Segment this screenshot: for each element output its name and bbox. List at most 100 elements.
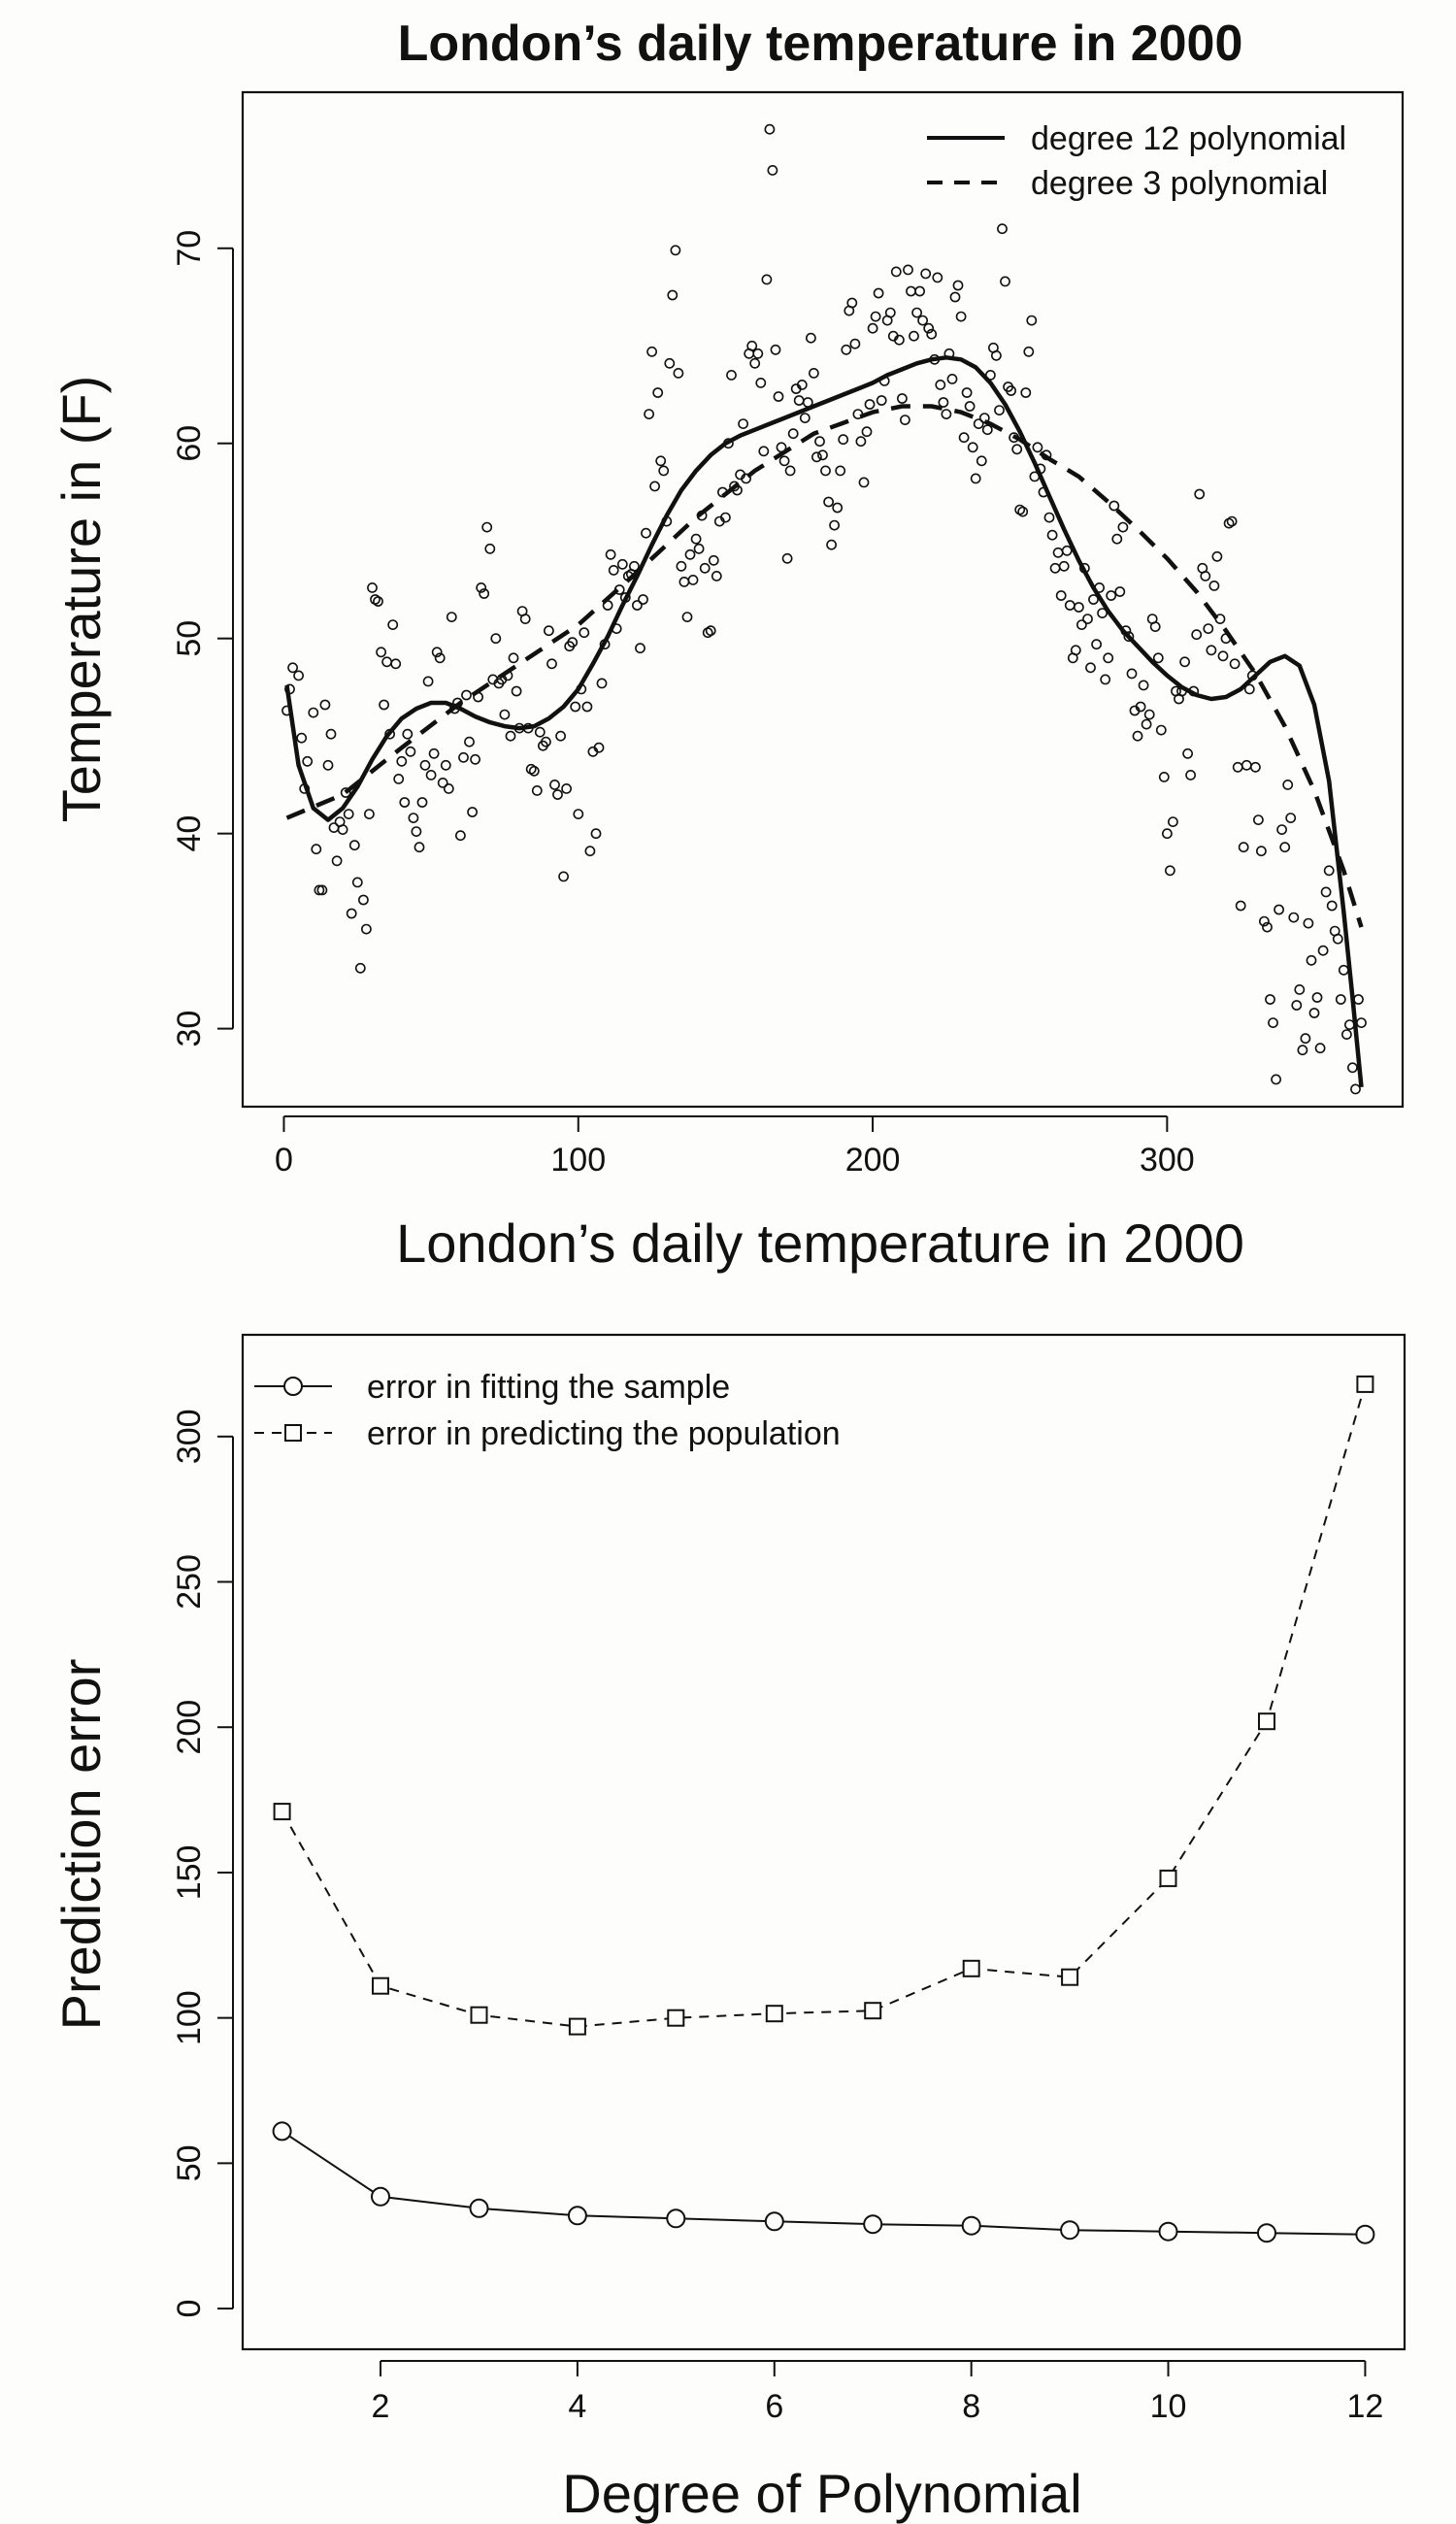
sample-error-point: [764, 2211, 784, 2232]
scatter-point: [425, 770, 437, 780]
legend-marker-square: [284, 1424, 302, 1442]
scatter-point: [316, 884, 328, 896]
scatter-point: [1347, 1062, 1358, 1074]
y-tick-label: 200: [171, 1700, 208, 1755]
scatter-point: [864, 399, 876, 410]
scatter-point: [917, 315, 928, 326]
scatter-point: [1114, 586, 1126, 597]
legend-label-degree-3: degree 3 polynomial: [1031, 165, 1328, 202]
scatter-point: [1000, 276, 1010, 287]
scatter-point: [411, 826, 422, 837]
scatter-point: [1265, 994, 1275, 1005]
chart-2-plot-frame: [241, 1333, 1406, 2351]
scatter-point: [981, 424, 993, 436]
scatter-point: [1229, 658, 1241, 670]
scatter-point: [337, 824, 348, 835]
scatter-point: [1185, 770, 1196, 780]
scatter-point: [360, 923, 372, 935]
scatter-point: [593, 742, 605, 753]
y-tick-label: 40: [171, 815, 208, 852]
scatter-point: [1256, 846, 1267, 857]
scatter-point: [926, 328, 938, 340]
scatter-point: [1297, 1045, 1308, 1056]
scatter-point: [835, 465, 846, 477]
scatter-point: [708, 554, 719, 566]
scatter-point: [1203, 623, 1214, 634]
population-error-point: [864, 2002, 882, 2020]
chart-2: 2 4 6 8 10 12 0 50 100 150 200 250 300 Degree of Pol…: [50, 1333, 1406, 2524]
population-error-point: [667, 2009, 685, 2027]
scatter-point: [793, 395, 805, 406]
scatter-point: [932, 272, 943, 283]
scatter-point: [379, 699, 389, 711]
scatter-point: [431, 647, 443, 658]
scatter-point: [519, 614, 531, 624]
scatter-point: [970, 473, 981, 484]
scatter-point: [946, 373, 958, 384]
population-error-point: [962, 1959, 980, 1977]
scatter-point: [923, 322, 935, 334]
scatter-point: [884, 307, 896, 318]
scatter-point: [809, 367, 819, 379]
scatter-point: [590, 828, 602, 840]
scatter-point: [941, 409, 952, 419]
scatter-point: [890, 266, 902, 278]
scatter-point: [549, 780, 560, 790]
scatter-point: [991, 349, 1002, 361]
x-tick-label: 0: [275, 1142, 293, 1179]
scatter-point: [408, 813, 419, 823]
scatter-point: [1070, 645, 1081, 656]
legend-label-sample: error in fitting the sample: [367, 1369, 730, 1406]
scatter-point: [405, 746, 416, 757]
scatter-point: [1106, 590, 1117, 601]
scatter-point: [1308, 1008, 1320, 1018]
scatter-point: [658, 465, 670, 477]
scatter-point: [767, 164, 778, 176]
population-error-point: [372, 1976, 389, 1995]
sample-error-point: [961, 2215, 981, 2236]
scatter-point: [331, 855, 343, 867]
scatter-point: [770, 344, 781, 355]
scatter-point: [778, 455, 790, 467]
scatter-point: [322, 759, 334, 771]
scatter-point: [1271, 1074, 1281, 1085]
scatter-point: [773, 391, 784, 402]
scatter-point: [826, 539, 837, 550]
legend-label-degree-12: degree 12 polynomial: [1031, 120, 1346, 157]
scatter-point: [1285, 813, 1297, 823]
scatter-point: [667, 289, 678, 301]
y-tick-label: 50: [171, 2144, 208, 2181]
scatter-point: [1014, 504, 1026, 515]
scatter-point: [632, 600, 643, 611]
scatter-point: [787, 428, 799, 440]
scatter-point: [390, 658, 402, 670]
scatter-point: [490, 633, 502, 645]
scatter-point: [570, 701, 581, 713]
scatter-point: [1155, 724, 1167, 736]
scatter-point: [1032, 442, 1043, 453]
scatter-point: [508, 652, 519, 664]
scatter-point: [573, 809, 584, 819]
scatter-point: [1314, 1043, 1326, 1054]
scatter-point: [1091, 639, 1102, 650]
scatter-point: [534, 726, 546, 738]
scatter-point: [726, 369, 737, 381]
scatter-point: [393, 774, 405, 784]
scatter-point: [531, 785, 543, 796]
scatter-point: [343, 809, 354, 819]
sample-error-point: [666, 2208, 686, 2229]
scatter-point: [1179, 656, 1190, 668]
scatter-point: [1149, 621, 1161, 632]
scatter-point: [1182, 747, 1193, 759]
legend-label-population: error in predicting the population: [367, 1415, 841, 1452]
scatter-point: [1262, 921, 1273, 933]
scatter-point: [1043, 512, 1055, 523]
population-error-point: [1159, 1869, 1177, 1887]
scatter-point: [363, 809, 375, 819]
scatter-point: [1052, 547, 1064, 558]
scatter-point: [1076, 619, 1087, 630]
sample-error-point: [272, 2121, 292, 2142]
scatter-point: [1232, 761, 1243, 773]
scatter-point: [476, 582, 487, 593]
scatter-point: [443, 783, 454, 794]
